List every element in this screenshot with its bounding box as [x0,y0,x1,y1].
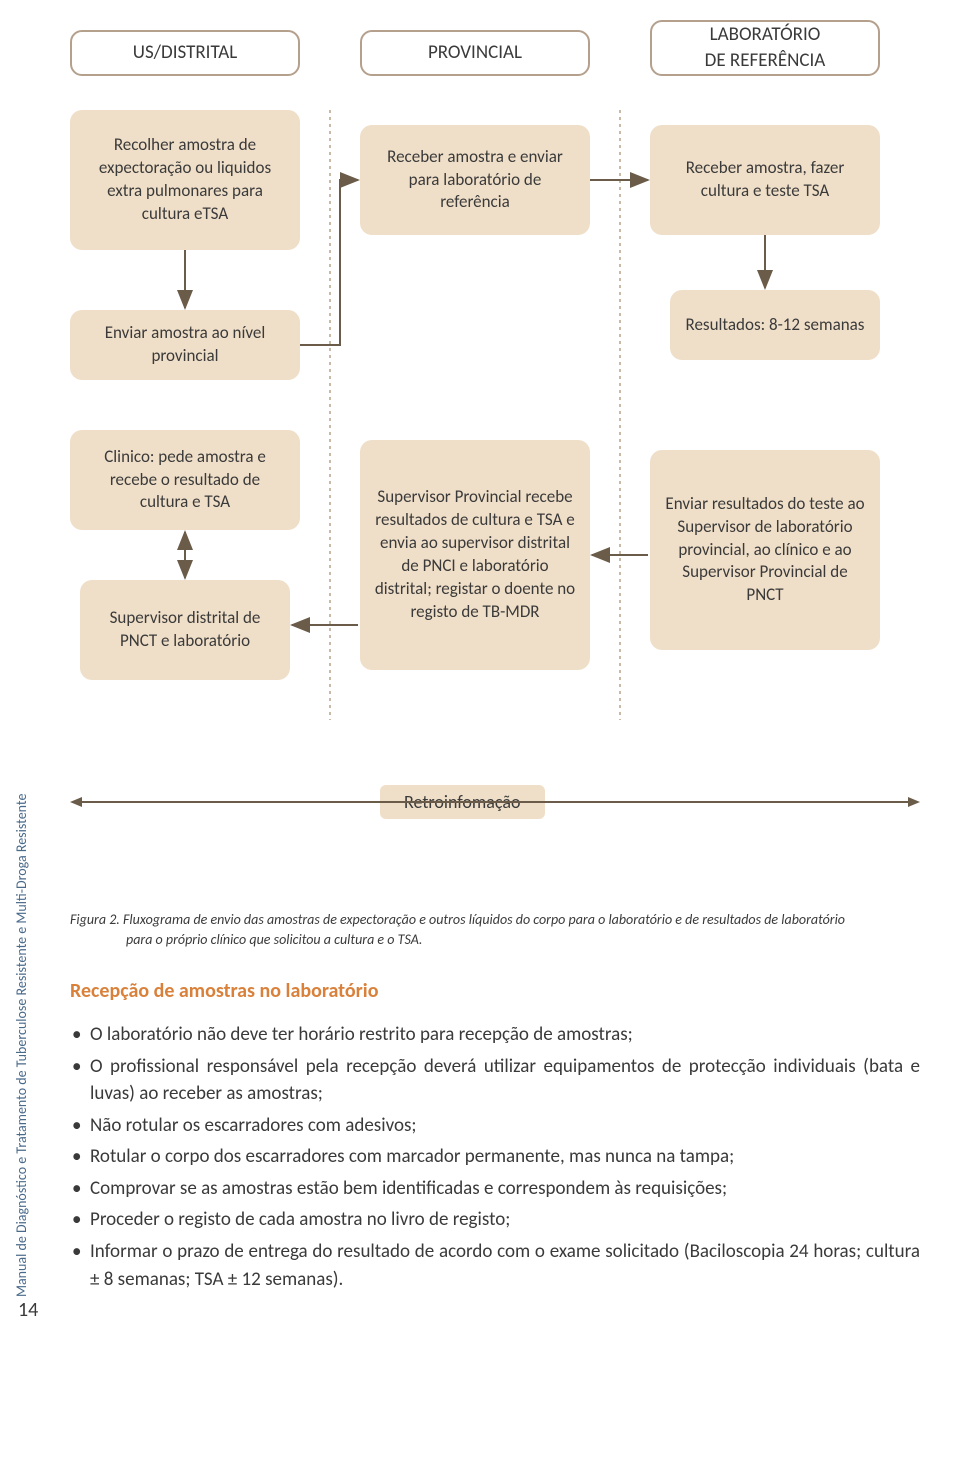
sidebar-label: Manual de Diagnóstico e Tratamento de Tu… [13,794,30,1297]
section-heading: Recepção de amostras no laboratório [70,979,920,1003]
header-col3-line1: LABORATÓRIO [710,22,821,48]
box-r3c1a-text: Clinico: pede amostra e recebe o resulta… [84,446,286,515]
box-r3c3: Enviar resultados do teste ao Supervisor… [650,450,880,650]
box-r1c1: Recolher amostra de expectoração ou liqu… [70,110,300,250]
header-col3: LABORATÓRIO DE REFERÊNCIA [650,20,880,76]
header-col1-text: US/DISTRITAL [133,40,237,66]
box-r1c1-text: Recolher amostra de expectoração ou liqu… [84,134,286,226]
box-r1c2-text: Receber amostra e enviar para laboratóri… [374,146,576,215]
list-item: Proceder o registo de cada amostra no li… [70,1206,920,1234]
box-r1c3-text: Receber amostra, fazer cultura e teste T… [664,157,866,203]
list-item: Rotular o corpo dos escarradores com mar… [70,1143,920,1171]
box-r3c1a: Clinico: pede amostra e recebe o resulta… [70,430,300,530]
box-r3c1b-text: Supervisor distrital de PNCT e laboratór… [94,607,276,653]
header-col2-text: PROVINCIAL [428,40,522,66]
list-item: Não rotular os escarradores com adesivos… [70,1112,920,1140]
box-r2c1: Enviar amostra ao nível provincial [70,310,300,380]
header-col2: PROVINCIAL [360,30,590,76]
caption-body1: Fluxograma de envio das amostras de expe… [123,911,845,928]
box-r3c2-text: Supervisor Provincial recebe resultados … [374,486,576,624]
page-number: 14 [18,1298,38,1322]
header-col1: US/DISTRITAL [70,30,300,76]
figure-caption: Figura 2. Fluxograma de envio das amostr… [70,910,920,949]
caption-lead: Figura 2. [70,911,123,928]
box-r3c3-text: Enviar resultados do teste ao Supervisor… [664,493,866,608]
box-r3c1b: Supervisor distrital de PNCT e laboratór… [80,580,290,680]
box-r2c1-text: Enviar amostra ao nível provincial [84,322,286,368]
box-r1c3: Receber amostra, fazer cultura e teste T… [650,125,880,235]
list-item: Comprovar se as amostras estão bem ident… [70,1175,920,1203]
box-r3c2: Supervisor Provincial recebe resultados … [360,440,590,670]
header-col3-line2: DE REFERÊNCIA [705,48,826,74]
caption-body2: para o próprio clínico que solicitou a c… [70,930,920,950]
box-r2c3: Resultados: 8-12 semanas [670,290,880,360]
list-item: Informar o prazo de entrega do resultado… [70,1238,920,1293]
list-item: O profissional responsável pela recepção… [70,1053,920,1108]
retro-label: Retroinfomação [380,785,545,819]
retro-label-text: Retroinfomação [404,791,521,813]
box-r1c2: Receber amostra e enviar para laboratóri… [360,125,590,235]
flowchart-area: US/DISTRITAL PROVINCIAL LABORATÓRIO DE R… [70,20,920,900]
list-item: O laboratório não deve ter horário restr… [70,1021,920,1049]
bullet-list: O laboratório não deve ter horário restr… [70,1021,920,1293]
box-r2c3-text: Resultados: 8-12 semanas [686,314,865,337]
